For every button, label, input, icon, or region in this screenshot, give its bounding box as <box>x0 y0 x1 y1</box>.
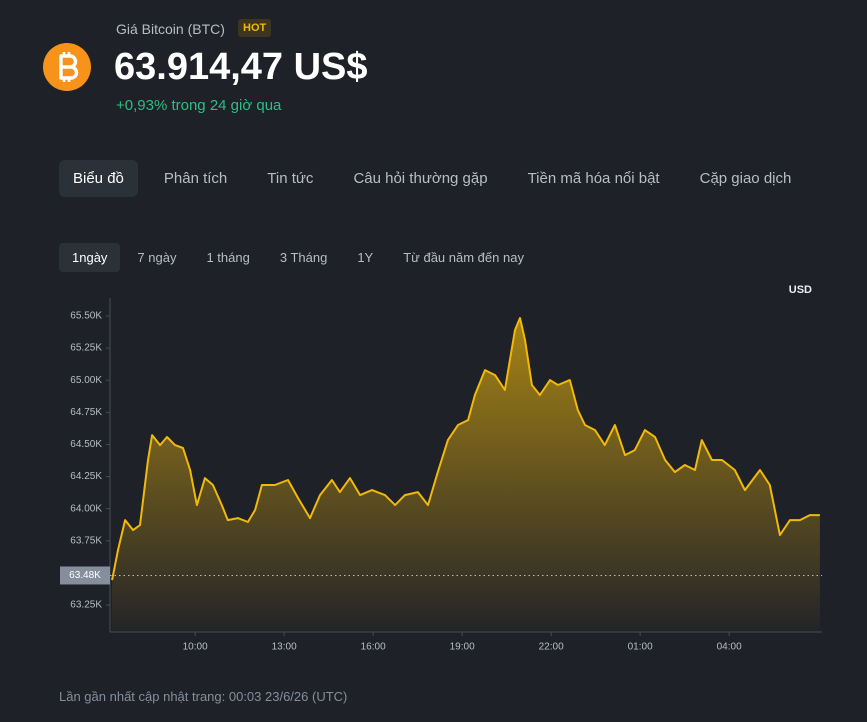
price: 63.914,47 US$ <box>114 46 368 88</box>
range-button[interactable]: 7 ngày <box>137 250 177 265</box>
x-tick-label: 10:00 <box>183 642 208 653</box>
y-tick-label: 64.75K <box>70 407 102 418</box>
y-tick-label: 65.00K <box>70 375 102 386</box>
range-button[interactable]: 1ngày <box>59 243 121 272</box>
unit-label: USD <box>789 284 812 296</box>
coin-title: Giá Bitcoin (BTC) <box>116 21 225 37</box>
reference-label-box <box>60 566 110 585</box>
range-button[interactable]: 1 tháng <box>206 250 250 265</box>
y-tick-label: 64.50K <box>70 439 102 450</box>
last-updated: Lần gần nhất cập nhật trang: 00:03 23/6/… <box>59 689 348 704</box>
chart: USD 65.50K 65.25K 65.00K 64.75K 64.50K 64.25K 6… <box>60 284 822 653</box>
hot-badge: HOT <box>238 19 272 37</box>
price-line <box>111 317 820 581</box>
x-tick-label: 13:00 <box>272 642 297 653</box>
x-tick-label: 19:00 <box>450 642 475 653</box>
range-button[interactable]: Từ đầu năm đến nay <box>403 250 524 265</box>
range-bar: 1ngày 7 ngày 1 tháng 3 Tháng 1Y Từ đầu năm đế… <box>59 243 541 272</box>
x-tick-label: 04:00 <box>717 642 742 653</box>
range-button[interactable]: 1Y <box>357 250 374 265</box>
tab[interactable]: Phân tích <box>163 170 228 187</box>
x-tick-label: 16:00 <box>361 642 386 653</box>
x-tick-label: 01:00 <box>628 642 653 653</box>
y-tick-label: 65.50K <box>70 311 102 322</box>
btc-icon <box>43 43 91 91</box>
x-tick-label: 22:00 <box>539 642 564 653</box>
tab[interactable]: Biểu đồ <box>59 160 138 197</box>
y-tick-label: 63.75K <box>70 535 102 546</box>
tab[interactable]: Câu hỏi thường gặp <box>353 170 488 187</box>
reference-label: 63.48K <box>69 570 101 581</box>
y-tick-label: 64.00K <box>70 503 102 514</box>
price-change: +0,93% trong 24 giờ qua <box>116 97 282 114</box>
tab[interactable]: Tiền mã hóa nổi bật <box>527 170 660 187</box>
tab-bar: Biểu đồ Phân tích Tin tức Câu hỏi thường gặ… <box>59 160 817 197</box>
tab[interactable]: Tin tức <box>267 170 314 187</box>
tab[interactable]: Cặp giao dịch <box>699 170 792 187</box>
y-tick-label: 64.25K <box>70 471 102 482</box>
range-button[interactable]: 3 Tháng <box>279 250 328 265</box>
y-tick-label: 63.25K <box>70 600 102 611</box>
price-area <box>112 318 820 632</box>
y-tick-label: 65.25K <box>70 343 102 354</box>
